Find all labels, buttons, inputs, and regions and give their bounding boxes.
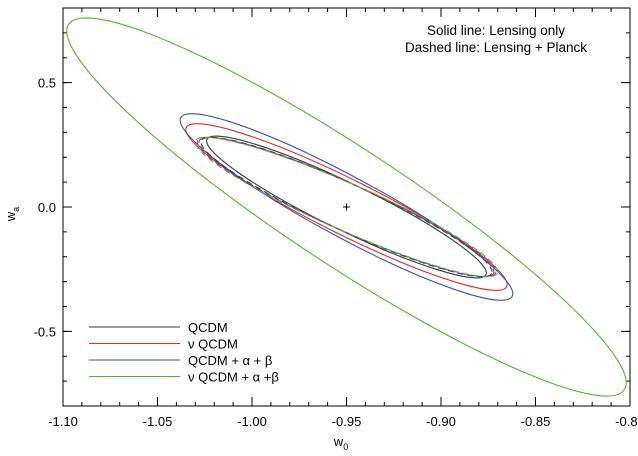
contour-solid <box>66 17 627 397</box>
contour-dashed <box>198 136 495 278</box>
y-axis-label-sub: a <box>11 207 21 212</box>
x-tick-label: -0.95 <box>332 414 362 429</box>
y-tick-label: -0.5 <box>34 324 56 339</box>
contour-ellipses <box>66 17 627 397</box>
y-tick-label: 0.0 <box>38 200 56 215</box>
y-axis-label-main: w <box>3 211 18 222</box>
legend-label: QCDM <box>188 320 228 335</box>
x-axis-label-main: w <box>333 434 344 449</box>
axis-ticks <box>62 7 631 407</box>
x-tick-label: -0.80 <box>615 414 638 429</box>
contour-dashed <box>196 136 497 278</box>
x-tick-label: -0.90 <box>426 414 456 429</box>
x-axis-label: w0 <box>333 434 348 452</box>
legend-label: ν QCDM + α +β <box>188 370 279 385</box>
x-axis-label-sub: 0 <box>343 442 348 452</box>
y-axis-label: wa <box>3 207 21 222</box>
contour-solid <box>185 123 508 291</box>
legend-label: ν QCDM <box>188 337 238 352</box>
annotation-line-1: Solid line: Lensing only <box>427 23 565 38</box>
x-tick-label: -1.10 <box>48 414 78 429</box>
annotation-line-2: Dashed line: Lensing + Planck <box>405 40 587 55</box>
contour-solid <box>179 113 514 301</box>
axis-tick-labels: -1.10 -1.05 -1.00 -0.95 -0.90 -0.85 -0.80 -0.5 0… <box>34 76 638 429</box>
x-tick-label: -1.00 <box>237 414 267 429</box>
fiducial-marker <box>343 203 350 211</box>
legend-label: QCDM + α + β <box>188 353 272 368</box>
y-tick-label: 0.5 <box>38 76 56 91</box>
x-tick-label: -1.05 <box>143 414 173 429</box>
x-tick-label: -0.85 <box>521 414 551 429</box>
